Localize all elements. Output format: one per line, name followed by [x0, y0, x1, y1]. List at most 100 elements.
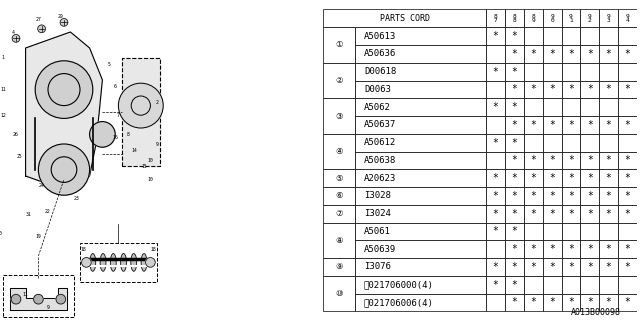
Polygon shape [122, 58, 160, 166]
Bar [543, 187, 561, 205]
Bar [323, 98, 355, 134]
Text: 12: 12 [1, 113, 6, 118]
Text: *: * [568, 262, 574, 272]
Bar [561, 98, 580, 116]
Bar [524, 276, 543, 293]
Text: 5: 5 [108, 61, 110, 67]
Text: *: * [549, 209, 555, 219]
Text: 8: 8 [127, 132, 129, 137]
Text: *: * [549, 120, 555, 130]
Text: *: * [605, 173, 611, 183]
Text: *: * [511, 209, 517, 219]
Text: 31: 31 [26, 212, 31, 217]
Text: *: * [568, 49, 574, 59]
Text: A50636: A50636 [364, 49, 396, 58]
Text: 16: 16 [113, 135, 118, 140]
Circle shape [82, 258, 92, 267]
Text: *: * [587, 156, 593, 165]
Bar [561, 187, 580, 205]
Bar [561, 81, 580, 98]
Text: *: * [511, 191, 517, 201]
Bar [505, 152, 524, 169]
Bar [323, 10, 486, 27]
Text: 15: 15 [141, 164, 147, 169]
Text: *: * [625, 298, 630, 308]
Text: 8
9: 8 9 [531, 13, 535, 23]
Text: *: * [625, 191, 630, 201]
Text: *: * [511, 244, 517, 254]
Text: *: * [549, 84, 555, 94]
Bar [323, 205, 355, 222]
Bar [543, 293, 561, 311]
Circle shape [56, 294, 65, 304]
Bar [543, 81, 561, 98]
Bar [505, 276, 524, 293]
Bar [524, 187, 543, 205]
Bar [505, 293, 524, 311]
Bar [486, 98, 505, 116]
Text: *: * [605, 84, 611, 94]
Text: *: * [568, 84, 574, 94]
Bar [355, 116, 486, 134]
Bar [561, 45, 580, 63]
Bar [524, 63, 543, 81]
Text: I3076: I3076 [364, 262, 391, 271]
Circle shape [90, 122, 115, 147]
Text: 23: 23 [74, 196, 79, 201]
Bar [618, 169, 637, 187]
Bar [486, 276, 505, 293]
Bar [599, 205, 618, 222]
Text: *: * [493, 173, 499, 183]
Text: *: * [511, 173, 517, 183]
Text: *: * [493, 209, 499, 219]
Text: ①: ① [335, 41, 342, 50]
Bar [524, 45, 543, 63]
Text: *: * [625, 244, 630, 254]
Bar [618, 116, 637, 134]
Bar [355, 152, 486, 169]
Bar [618, 81, 637, 98]
Text: ⓝ021706000(4): ⓝ021706000(4) [364, 280, 434, 289]
Bar [3, 275, 74, 317]
Bar [561, 205, 580, 222]
Bar [355, 63, 486, 81]
Bar [599, 276, 618, 293]
Text: 24: 24 [39, 183, 44, 188]
Text: *: * [511, 280, 517, 290]
Text: 8
8: 8 8 [513, 13, 516, 23]
Text: PARTS CORD: PARTS CORD [380, 14, 429, 23]
Text: 9
4: 9 4 [625, 13, 629, 23]
Bar [599, 258, 618, 276]
Ellipse shape [90, 253, 96, 271]
Bar [323, 276, 355, 311]
Bar [618, 205, 637, 222]
Text: 14: 14 [132, 148, 137, 153]
Text: A5061: A5061 [364, 227, 391, 236]
Text: *: * [587, 209, 593, 219]
Bar [505, 240, 524, 258]
Bar [580, 152, 599, 169]
Bar [505, 10, 524, 27]
Bar [323, 134, 355, 169]
Ellipse shape [131, 253, 137, 271]
Circle shape [35, 61, 93, 118]
Text: *: * [587, 84, 593, 94]
Bar [486, 240, 505, 258]
Bar [599, 240, 618, 258]
Text: 10: 10 [148, 177, 153, 182]
Circle shape [34, 294, 43, 304]
Text: D00618: D00618 [364, 67, 396, 76]
Text: *: * [605, 49, 611, 59]
Text: 18: 18 [151, 247, 156, 252]
Bar [486, 116, 505, 134]
Text: ②: ② [335, 76, 342, 85]
Bar [618, 134, 637, 152]
Text: 7: 7 [117, 113, 120, 118]
Bar [561, 152, 580, 169]
Polygon shape [10, 288, 67, 310]
Text: D0063: D0063 [364, 85, 391, 94]
Bar [543, 10, 561, 27]
Bar [505, 187, 524, 205]
Bar [543, 63, 561, 81]
Text: *: * [605, 244, 611, 254]
